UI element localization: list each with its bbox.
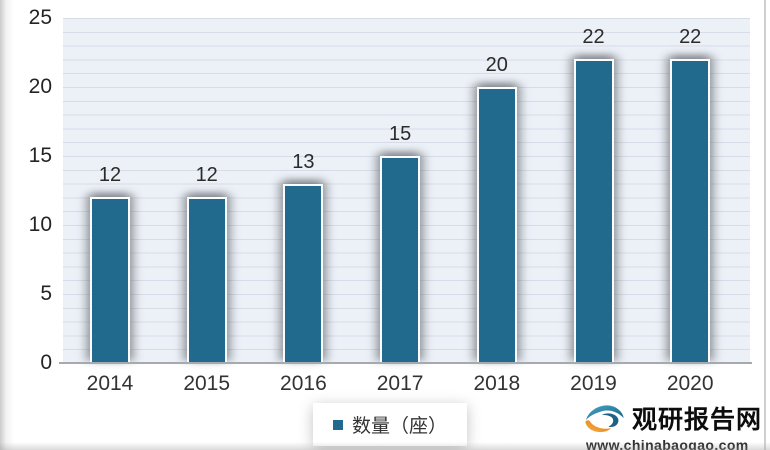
x-axis-line [59, 362, 752, 364]
bar-group: 12 [186, 164, 227, 363]
bar-value-label: 12 [98, 164, 122, 187]
x-tick-label: 2020 [666, 372, 714, 395]
bar-group: 22 [670, 26, 711, 363]
bar-group: 22 [573, 26, 614, 363]
right-edge-line [764, 0, 766, 450]
bar [573, 59, 614, 363]
watermark-row: 观研报告网 [584, 399, 762, 436]
y-tick-label: 0 [40, 351, 52, 374]
plot-area: 12 12 13 15 20 22 22 [63, 18, 750, 363]
bar-value-label: 15 [388, 123, 412, 145]
x-tick-label: 2018 [473, 372, 521, 395]
x-tick-label: 2014 [86, 372, 134, 395]
chinabaogao-swirl-icon [585, 405, 624, 433]
x-tick-label: 2019 [570, 372, 617, 395]
legend-marker-square [332, 419, 343, 430]
bar-group: 12 [90, 164, 130, 363]
bar [670, 59, 711, 363]
x-tick-label: 2015 [183, 372, 231, 395]
y-tick-label: 15 [28, 144, 52, 167]
bar-group: 15 [380, 123, 421, 363]
watermark-site-url: www.chinabaogao.com [586, 437, 749, 450]
bar-value-label: 12 [195, 164, 218, 187]
bar-group: 20 [476, 54, 517, 363]
bar [283, 183, 324, 363]
y-tick-label: 5 [40, 282, 52, 305]
watermark-logo: 观研报告网 www.chinabaogao.com [584, 399, 762, 450]
x-tick-label: 2016 [280, 372, 327, 395]
y-tick-label: 20 [28, 75, 52, 98]
bar-value-label: 20 [485, 54, 508, 76]
bar-value-label: 22 [582, 26, 605, 49]
legend: 数量（座） [312, 403, 468, 446]
bar [380, 156, 421, 363]
bar-value-label: 13 [292, 150, 315, 173]
y-tick-label: 25 [28, 6, 52, 29]
y-tick-label: 10 [28, 213, 52, 236]
bar [186, 197, 227, 363]
bar [90, 197, 130, 363]
bar-group: 13 [283, 151, 324, 363]
bar-value-label: 22 [679, 26, 702, 49]
x-tick-label: 2017 [376, 372, 424, 395]
watermark-site-name: 观研报告网 [631, 405, 762, 434]
bar [476, 87, 517, 363]
legend-label: 数量（座） [351, 416, 448, 437]
